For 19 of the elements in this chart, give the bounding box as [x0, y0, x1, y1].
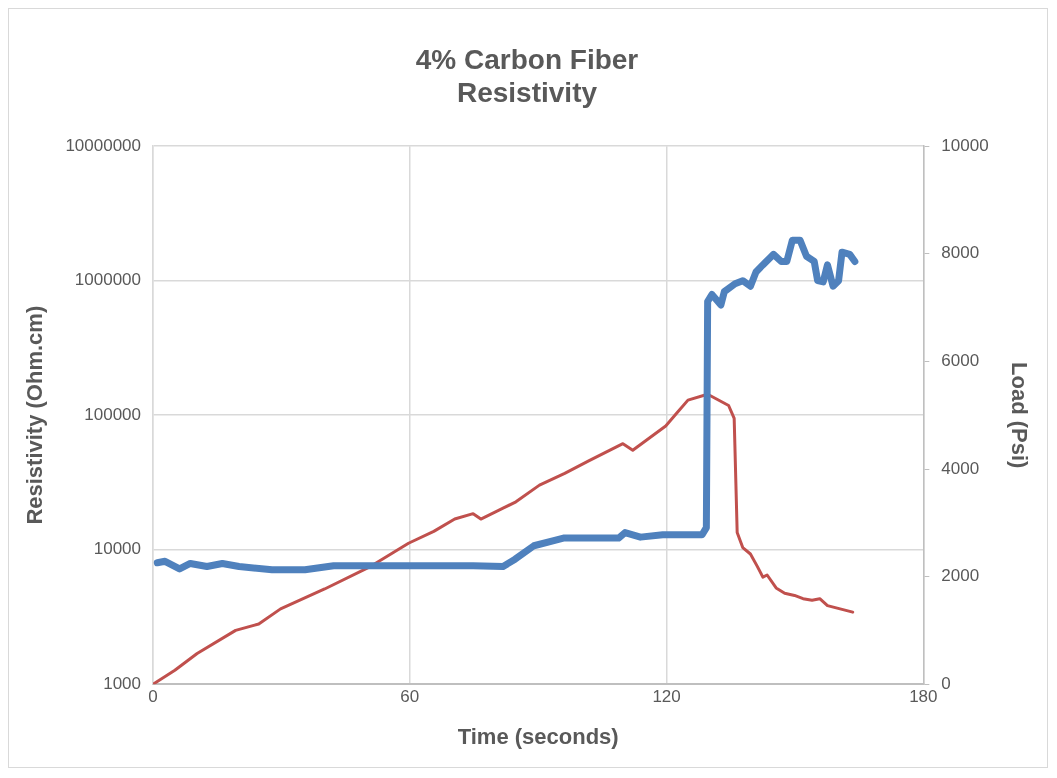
x-tick-label: 60 — [400, 687, 420, 707]
y2-tick-label: 10000 — [941, 135, 989, 155]
y-tick-label: 100000 — [84, 404, 142, 424]
y-tick-label: 10000000 — [65, 135, 142, 155]
y2-tick-label: 8000 — [941, 243, 980, 263]
x-tick-label: 0 — [148, 687, 158, 707]
x-tick-label: 120 — [652, 687, 681, 707]
y-tick-label: 10000 — [93, 539, 142, 559]
y2-tick-label: 0 — [941, 673, 951, 693]
y-tick-label: 1000 — [103, 673, 142, 693]
y2-tick-label: 4000 — [941, 458, 980, 478]
x-axis-title: Time (seconds) — [457, 723, 619, 749]
y2-tick-label: 2000 — [941, 566, 980, 586]
y2-axis-title: Load (Psi) — [1006, 362, 1032, 469]
chart-title: 4% Carbon Fiber Resistivity — [415, 43, 639, 109]
y-axis-title: Resistivity (Ohm.cm) — [22, 305, 48, 525]
y2-tick-label: 6000 — [941, 351, 980, 371]
x-tick-label: 180 — [909, 687, 938, 707]
y-tick-label: 1000000 — [74, 270, 142, 290]
